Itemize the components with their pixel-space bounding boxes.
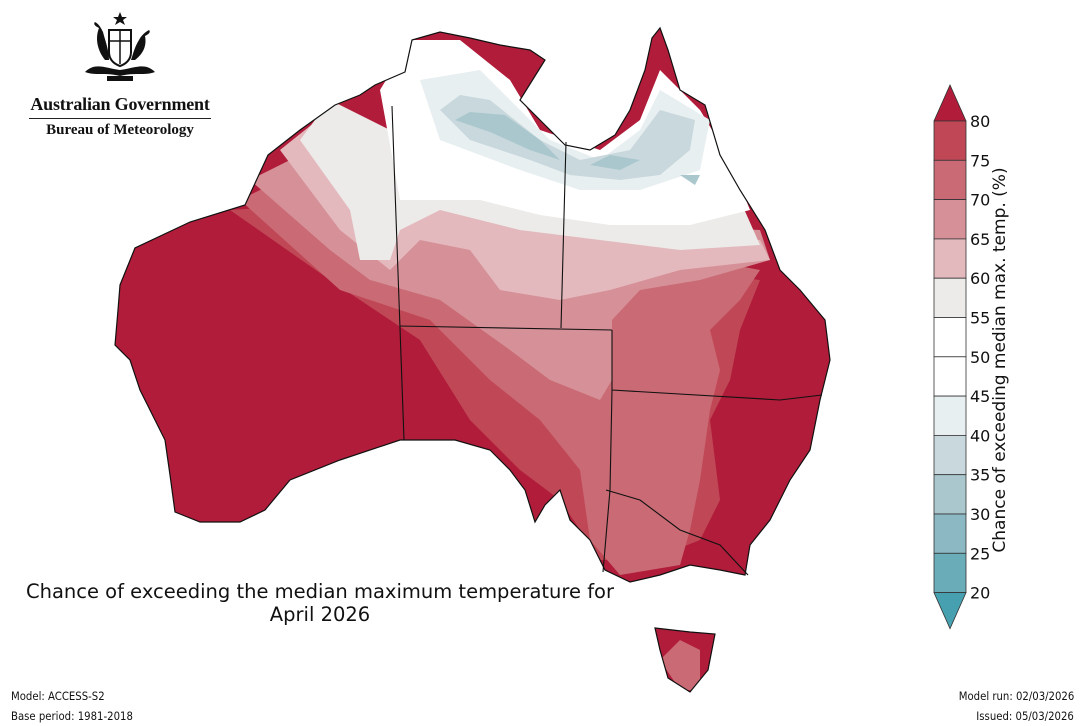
- model-run-date: Model run: 02/03/2026: [958, 689, 1074, 703]
- logo-divider: [29, 118, 211, 119]
- colorbar-bin-35-40: [933, 434, 967, 476]
- colorbar-bin-65-70: [933, 199, 967, 240]
- coat-of-arms-icon: [85, 12, 155, 81]
- colorbar-bin-60-65: [933, 238, 967, 279]
- coastline: [114, 26, 831, 693]
- map-title-line2: April 2026: [269, 603, 371, 626]
- state-borders: [391, 105, 823, 576]
- colorbar-tick-label: 55: [970, 309, 990, 328]
- border-nsw-vic: [605, 489, 749, 576]
- colorbar-tick-label: 45: [970, 387, 990, 406]
- colorbar-tick-label: 65: [970, 230, 990, 249]
- colorbar-tick-label: 60: [970, 269, 990, 288]
- colorbar-tick-label: 40: [970, 426, 990, 445]
- colorbar-tick-label: 75: [970, 151, 990, 170]
- colorbar-bin-40-45: [933, 395, 967, 436]
- colorbar-tick-label: 20: [970, 584, 990, 603]
- colorbar-bin-45-50: [933, 356, 967, 397]
- border-wa: [391, 105, 405, 441]
- colorbar-tick-label: 30: [970, 505, 990, 524]
- colorbar-bin-25-30: [933, 513, 967, 554]
- colorbar-bin-20-25: [933, 552, 967, 593]
- colorbar-bin-70-75: [933, 159, 967, 201]
- bom-logo: Australian Government Bureau of Meteorol…: [25, 10, 215, 139]
- map-title: Chance of exceeding the median maximum t…: [0, 580, 640, 626]
- issued-date: Issued: 05/03/2026: [976, 709, 1074, 723]
- australia-map: [114, 26, 831, 693]
- colorbar-bin-50-55: [933, 317, 967, 358]
- colorbar-tick-label: 70: [970, 191, 990, 210]
- base-period: Base period: 1981-2018: [11, 709, 133, 723]
- border-qld-nsw: [611, 330, 823, 401]
- colorbar-tick-label: 25: [970, 544, 990, 563]
- colorbar-bin-75-80: [933, 120, 967, 161]
- contour-30-35: [455, 112, 700, 185]
- contour-60-65: [280, 110, 770, 300]
- map-title-line1: Chance of exceeding the median maximum t…: [25, 580, 615, 603]
- agency-name: Bureau of Meteorology: [46, 122, 194, 138]
- colorbar-bin->80: [933, 84, 967, 122]
- government-name: Australian Government: [30, 94, 210, 114]
- colorbar-tick-label: 50: [970, 348, 990, 367]
- colorbar-bin-<20: [933, 592, 967, 630]
- border-nt-qld: [560, 141, 567, 329]
- colorbar-tick-label: 80: [970, 112, 990, 131]
- border-nt-sa: [399, 325, 613, 331]
- colorbar-bin-30-35: [933, 474, 967, 515]
- colorbar-label: Chance of exceeding median max. temp. (%…: [990, 167, 1010, 553]
- colorbar-bin-55-60: [933, 277, 967, 318]
- border-sa: [602, 389, 613, 573]
- colorbar-tick-label: 35: [970, 466, 990, 485]
- model-name: Model: ACCESS-S2: [11, 689, 105, 703]
